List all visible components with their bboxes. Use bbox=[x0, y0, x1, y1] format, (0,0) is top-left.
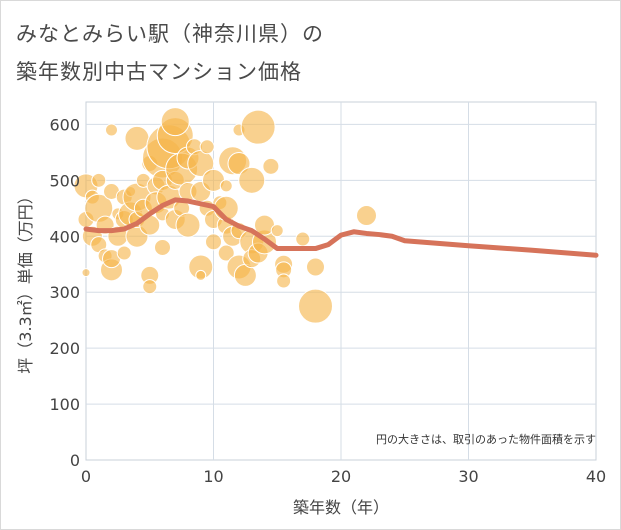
bubble-point bbox=[154, 238, 171, 256]
x-tick-label: 10 bbox=[203, 467, 223, 486]
bubble-series bbox=[73, 107, 377, 324]
bubble-point bbox=[276, 273, 292, 289]
bubble-point bbox=[142, 279, 158, 295]
y-tick-label: 400 bbox=[49, 227, 80, 246]
x-tick-label: 30 bbox=[458, 467, 478, 486]
bubble-point bbox=[91, 172, 107, 188]
x-tick-label: 0 bbox=[81, 467, 91, 486]
y-tick-label: 600 bbox=[49, 115, 80, 134]
y-tick-label: 300 bbox=[49, 283, 80, 302]
bubble-point bbox=[240, 109, 276, 145]
bubble-point bbox=[175, 212, 201, 238]
bubble-point bbox=[199, 139, 215, 155]
bubble-point bbox=[298, 288, 333, 324]
bubble-point bbox=[306, 257, 325, 277]
y-axis-label: 坪（3.3㎡）単価（万円） bbox=[16, 188, 35, 373]
y-tick-label: 100 bbox=[49, 395, 80, 414]
bubble-point bbox=[217, 244, 235, 262]
chart-title-line1: みなとみらい駅（神奈川県）の bbox=[16, 22, 324, 46]
bubble-point bbox=[160, 107, 190, 137]
y-tick-label: 200 bbox=[49, 339, 80, 358]
chart-title-line2: 築年数別中古マンション価格 bbox=[16, 60, 302, 84]
x-tick-label: 40 bbox=[586, 467, 606, 486]
bubble-point bbox=[195, 269, 207, 281]
x-axis-ticks: 0 10 20 30 40 bbox=[81, 467, 606, 486]
bubble-point bbox=[238, 166, 266, 194]
bubble-point bbox=[295, 231, 311, 247]
y-axis-ticks: 0 100 200 300 400 500 600 bbox=[49, 115, 80, 470]
bubble-point bbox=[356, 205, 377, 227]
bubble-point bbox=[116, 245, 132, 261]
y-tick-label: 0 bbox=[70, 451, 80, 470]
bubble-point bbox=[81, 268, 91, 278]
bubble-point bbox=[219, 179, 233, 193]
trend-line bbox=[83, 197, 599, 258]
bubble-point bbox=[262, 157, 280, 175]
chart-note: 円の大きさは、取引のあった物件面積を示す bbox=[376, 432, 596, 446]
bubble-point bbox=[105, 123, 118, 137]
x-axis-label: 築年数（年） bbox=[293, 498, 389, 517]
bubble-point bbox=[270, 224, 284, 238]
bubble-point bbox=[205, 233, 222, 251]
x-tick-label: 20 bbox=[331, 467, 351, 486]
trend-series bbox=[83, 197, 599, 258]
y-tick-label: 500 bbox=[49, 171, 80, 190]
